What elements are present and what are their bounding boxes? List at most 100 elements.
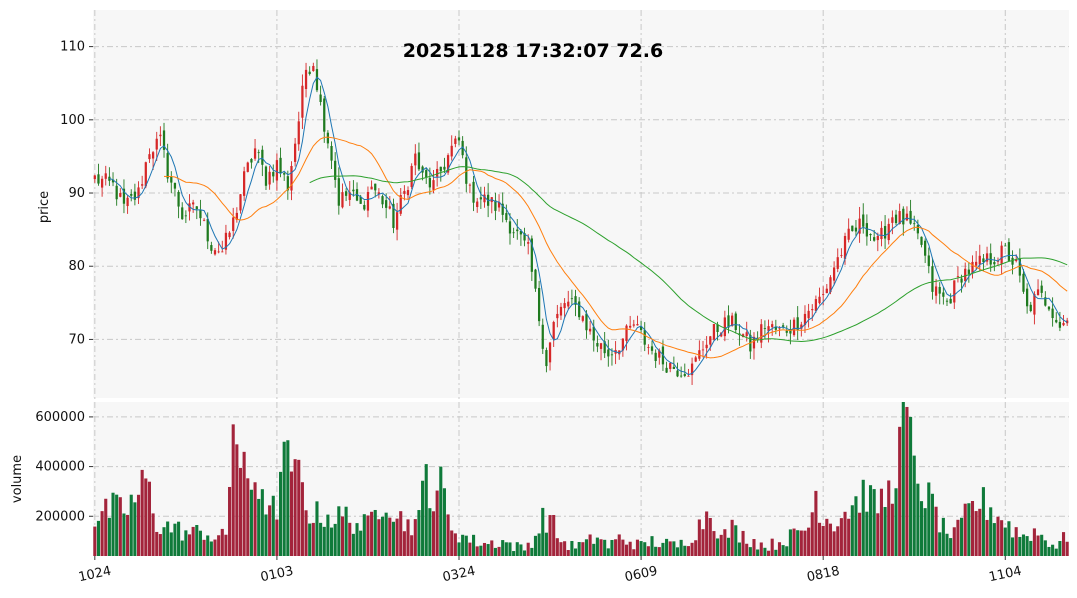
candle-down <box>472 176 475 212</box>
volume-bar <box>719 534 723 556</box>
candle-down <box>592 319 595 352</box>
candle-body <box>701 349 705 351</box>
candle-down <box>785 325 788 337</box>
x-tick-label: 1104 <box>988 564 1023 586</box>
volume-bar <box>413 519 417 556</box>
candle-body <box>304 69 308 90</box>
candle-up <box>669 362 672 373</box>
candle-body <box>228 232 231 238</box>
candle-body <box>559 306 563 316</box>
candle-down <box>913 215 916 231</box>
candle-body <box>581 316 584 321</box>
candle-body <box>527 242 530 244</box>
volume-bar <box>96 520 101 556</box>
candle-body <box>862 214 865 227</box>
candle-body <box>672 366 675 369</box>
candle-body <box>752 336 756 349</box>
candle-down <box>1040 280 1043 298</box>
volume-bar <box>770 538 774 556</box>
candle-body <box>392 203 395 228</box>
candle-up <box>803 305 807 333</box>
candle-up <box>731 312 734 327</box>
volume-bar <box>260 489 264 556</box>
price-tick-label: 70 <box>68 332 85 347</box>
price-tick-label: 90 <box>68 186 85 201</box>
candle-body <box>643 330 646 345</box>
volume-bar <box>253 482 257 556</box>
volume-bar <box>799 530 803 556</box>
candle-up <box>246 161 249 173</box>
volume-bar <box>162 527 166 556</box>
candle-down <box>494 192 497 221</box>
candle-down <box>938 282 941 305</box>
candle-body <box>1033 294 1036 315</box>
candle-body <box>286 176 289 191</box>
candle-body <box>610 354 614 356</box>
candle-body <box>166 153 169 179</box>
candle-body <box>100 178 104 188</box>
candle-up <box>971 255 974 279</box>
volume-bar <box>577 542 581 556</box>
candle-up <box>141 175 144 190</box>
volume-bar <box>523 550 527 556</box>
candle-body <box>760 324 763 343</box>
volume-bar <box>599 539 603 556</box>
candle-body <box>607 349 610 357</box>
candle-body <box>785 330 788 333</box>
candle-body <box>949 298 952 304</box>
candle-body <box>1000 245 1003 264</box>
candle-body <box>687 375 690 377</box>
volume-bar <box>326 514 330 556</box>
volume-bar <box>366 515 370 556</box>
candle-body <box>465 157 468 184</box>
candle-body <box>778 328 781 330</box>
candle-down <box>578 297 581 320</box>
volume-bar <box>304 510 308 556</box>
candle-body <box>341 192 344 208</box>
volume-bar <box>544 532 548 556</box>
volume-bar <box>490 540 494 556</box>
candle-down <box>352 180 355 197</box>
candle-body <box>763 328 767 329</box>
candle-up <box>701 341 705 358</box>
volume-bar <box>650 536 654 556</box>
volume-bar <box>548 515 552 556</box>
candle-down <box>1007 238 1011 262</box>
volume-bar <box>180 540 184 556</box>
candle-down <box>283 171 286 181</box>
volume-bar <box>275 519 279 556</box>
volume-bar <box>209 541 213 556</box>
candle-down <box>199 199 202 226</box>
candle-up <box>825 284 828 294</box>
volume-bars <box>93 402 1069 556</box>
candle-up <box>312 62 315 72</box>
candle-down <box>927 247 930 274</box>
volume-bar <box>759 542 763 556</box>
candle-up <box>880 221 883 247</box>
volume-bar <box>435 490 439 556</box>
volume-bar <box>708 517 712 556</box>
candle-body <box>647 347 650 348</box>
candle-up <box>100 175 104 197</box>
price-panel <box>93 10 1069 398</box>
candle-up <box>687 368 690 377</box>
candle-down <box>537 280 541 327</box>
volume-bar <box>424 464 428 556</box>
volume-bar <box>1007 521 1011 556</box>
candle-body <box>235 212 238 220</box>
volume-bar <box>1061 532 1066 556</box>
candle-up <box>723 310 726 342</box>
candle-up <box>93 174 96 183</box>
candle-body <box>548 342 552 363</box>
volume-bar <box>868 485 873 556</box>
candle-down <box>1058 311 1062 332</box>
candle-down <box>323 95 326 143</box>
candle-body <box>588 328 592 332</box>
volume-bar <box>756 549 760 556</box>
volume-bar <box>646 546 650 556</box>
candle-down <box>181 202 184 220</box>
candle-down <box>97 163 100 186</box>
candle-up <box>454 135 457 148</box>
candle-down <box>603 332 606 358</box>
candle-body <box>1036 289 1040 296</box>
